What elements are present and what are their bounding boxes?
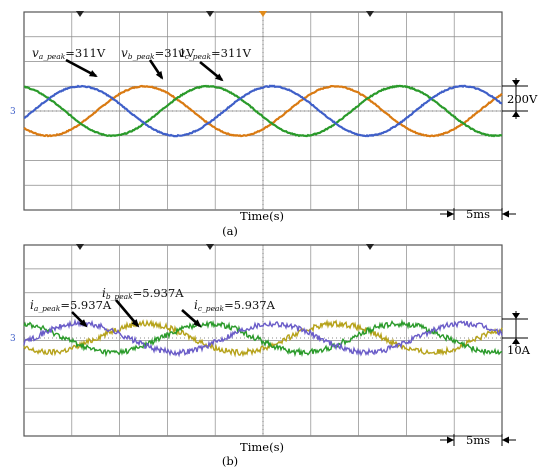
trigger-marker-icon [366, 11, 374, 17]
series-trace-a_peak [23, 84, 503, 138]
x-axis-label: Time(s) [240, 440, 284, 454]
series-trace-c_peak [23, 318, 503, 358]
scale-label: 200V [507, 92, 538, 106]
time-div-label: 5ms [466, 433, 490, 447]
time-arrow-left-icon [502, 436, 509, 444]
arrowhead-icon [89, 70, 98, 77]
scale-arrow-down-icon [512, 313, 520, 319]
series-label-a_peak: ia_peak=5.937A [30, 298, 112, 313]
panel-caption: (a) [222, 224, 238, 238]
trigger-marker-icon [76, 244, 84, 250]
series-trace-b_peak [23, 318, 503, 358]
arrowhead-icon [131, 319, 140, 328]
series-label-b_peak: ib_peak=5.937A [102, 286, 184, 301]
arrowhead-icon [155, 71, 164, 80]
scale-arrow-up-icon [512, 338, 520, 344]
series-trace-c_peak [23, 84, 503, 138]
trigger-position-icon [259, 11, 267, 17]
scale-arrow-down-icon [512, 80, 520, 86]
time-arrow-right-icon [447, 436, 454, 444]
series-label-c_peak: ic_peak=5.937A [194, 298, 276, 313]
scale-label: 10A [507, 343, 531, 357]
arrowhead-icon [79, 319, 88, 328]
time-arrow-left-icon [502, 210, 509, 218]
scale-arrow-up-icon [512, 111, 520, 117]
arrowhead-icon [215, 73, 224, 82]
series-label-a_peak: va_peak=311V [32, 46, 106, 61]
trigger-marker-icon [366, 244, 374, 250]
x-axis-label: Time(s) [240, 209, 284, 223]
time-arrow-right-icon [447, 210, 454, 218]
panel-caption: (b) [222, 454, 238, 468]
trigger-marker-icon [206, 244, 214, 250]
arrowhead-icon [193, 319, 202, 328]
trigger-marker-icon [206, 11, 214, 17]
time-div-label: 5ms [466, 207, 490, 221]
ground-marker-icon: 3 [10, 107, 16, 117]
series-trace-a_peak [23, 319, 503, 358]
series-label-b_peak: vb_peak=311V [121, 46, 195, 61]
series-trace-b_peak [24, 84, 503, 138]
ground-marker-icon: 3 [10, 334, 16, 344]
series-label-c_peak: vc_peak=311V [178, 46, 252, 61]
trigger-marker-icon [76, 11, 84, 17]
